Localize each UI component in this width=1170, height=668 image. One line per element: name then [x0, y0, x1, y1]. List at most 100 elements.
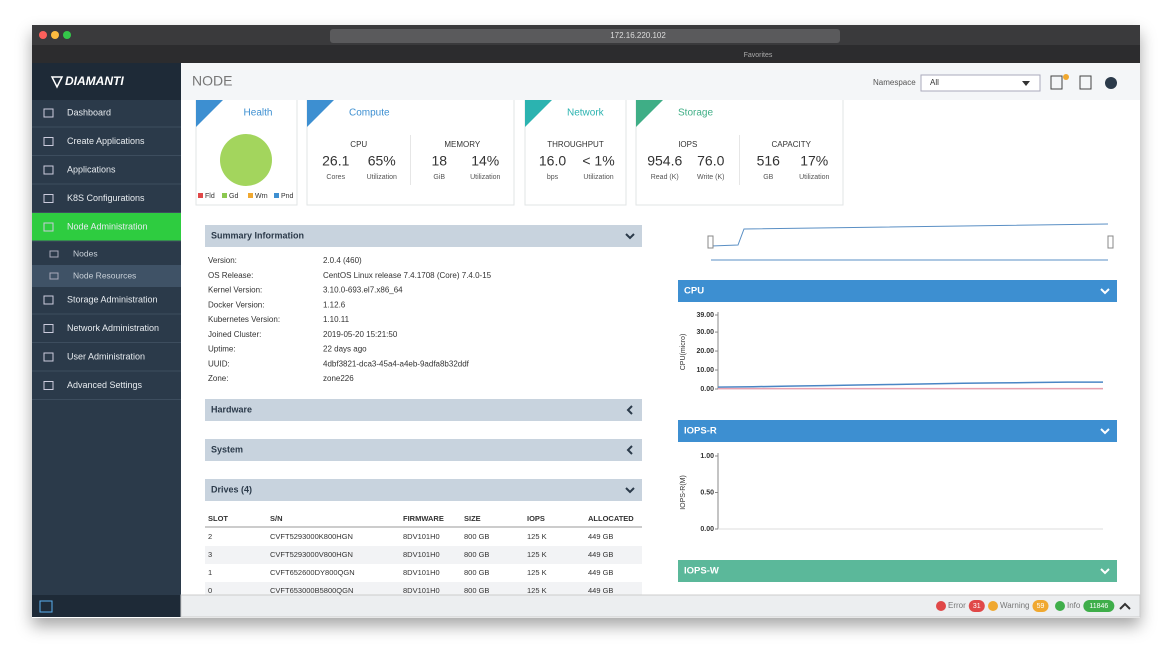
summary-value: 1.12.6: [323, 300, 346, 309]
info-icon[interactable]: [1055, 601, 1065, 611]
menu-icon: [43, 137, 54, 146]
section-bar-title: Hardware: [211, 404, 252, 414]
submenu-item[interactable]: Node Resources: [73, 270, 136, 280]
summary-bar[interactable]: [205, 225, 642, 247]
metric-caption: Utilization: [583, 174, 613, 181]
submenu-icon: [49, 272, 59, 280]
status-bar: [180, 594, 1141, 618]
metric-value: 14%: [471, 153, 499, 169]
menu-item[interactable]: Network Administration: [67, 323, 159, 333]
metric-caption: Read (K): [651, 174, 679, 181]
info-count: 11846: [1089, 603, 1108, 610]
legend-label: Gd: [229, 193, 238, 200]
menu-item[interactable]: Dashboard: [67, 107, 111, 117]
column-header: SLOT: [208, 514, 228, 523]
menu-item[interactable]: Storage Administration: [67, 294, 158, 304]
badge: [1063, 74, 1069, 80]
drives-bar[interactable]: [205, 479, 642, 501]
metric-value: 17%: [800, 153, 828, 169]
calendar-icon[interactable]: [39, 600, 53, 613]
table-cell: 125 K: [527, 532, 547, 541]
summary-value: 3.10.0-693.el7.x86_64: [323, 286, 403, 295]
summary-key: UUID:: [208, 359, 230, 368]
panel-bar[interactable]: [678, 280, 1117, 302]
metric-value: 18: [431, 153, 447, 169]
metric-value: 65%: [368, 153, 396, 169]
panel-title: CPU: [684, 286, 704, 297]
section-bar[interactable]: [205, 399, 642, 421]
y-tick-label: 20.00: [696, 348, 714, 355]
address-bar[interactable]: [330, 29, 840, 43]
submenu-item[interactable]: Nodes: [73, 248, 98, 258]
select-arrow: [1022, 81, 1030, 86]
clipboard-icon[interactable]: [1050, 75, 1063, 90]
slider-handle[interactable]: [1107, 235, 1114, 249]
menu-item[interactable]: Advanced Settings: [67, 380, 143, 390]
y-axis-label: IOPS-R(M): [680, 475, 687, 510]
minimize[interactable]: [51, 31, 59, 39]
legend-label: Fld: [205, 193, 215, 200]
namespace-label: Namespace: [873, 78, 916, 87]
menu-active: [32, 213, 181, 241]
table-cell: 449 GB: [588, 568, 613, 577]
menu-item[interactable]: User Administration: [67, 351, 145, 361]
metric-caption: bps: [547, 174, 559, 181]
table-cell: CVFT652600DY800QGN: [270, 568, 355, 577]
metric-value: < 1%: [582, 153, 614, 169]
table-cell: 8DV101H0: [403, 586, 440, 595]
slider-handle[interactable]: [707, 235, 714, 249]
card-tab: [525, 100, 552, 127]
namespace-select[interactable]: [920, 74, 1041, 92]
menu-item[interactable]: K8S Configurations: [67, 193, 145, 203]
metric-value: 76.0: [697, 153, 724, 169]
summary-bar-title: Summary Information: [211, 230, 304, 240]
page-title: NODE: [192, 73, 232, 89]
row-stripe: [205, 582, 642, 595]
warning-icon[interactable]: [988, 601, 998, 611]
table-cell: 449 GB: [588, 532, 613, 541]
menu-item[interactable]: Node Administration: [67, 221, 148, 231]
card-tab: [307, 100, 334, 127]
table-cell: 125 K: [527, 550, 547, 559]
section-bar[interactable]: [205, 439, 642, 461]
chevron: [1100, 568, 1110, 575]
panel-bar[interactable]: [678, 420, 1117, 442]
error-icon[interactable]: [936, 601, 946, 611]
expand-arrow[interactable]: [1119, 602, 1131, 610]
namespace-value: All: [930, 78, 939, 87]
summary-value: zone226: [323, 374, 354, 383]
drives-bar-title: Drives (4): [211, 484, 252, 494]
warning-badge: [1032, 600, 1049, 612]
sidebar-footer: [32, 595, 181, 617]
panel-title: IOPS-W: [684, 566, 719, 577]
menu-item[interactable]: Applications: [67, 164, 116, 174]
legend-swatch: [222, 193, 227, 198]
help-icon[interactable]: [1079, 75, 1092, 90]
table-cell: CVFT653000B5800QGN: [270, 586, 353, 595]
table-cell: 3: [208, 550, 212, 559]
user-icon[interactable]: [1105, 77, 1117, 89]
menu-item[interactable]: Create Applications: [67, 136, 145, 146]
column-header: SIZE: [464, 514, 481, 523]
zoom[interactable]: [63, 31, 71, 39]
summary-key: Version:: [208, 256, 237, 265]
brand-bar: [32, 63, 181, 100]
panel-bar[interactable]: [678, 560, 1117, 582]
close[interactable]: [39, 31, 47, 39]
table-cell: CVFT5293000K800HGN: [270, 532, 353, 541]
group-label: CAPACITY: [772, 140, 812, 149]
legend-swatch: [248, 193, 253, 198]
table-cell: 800 GB: [464, 586, 489, 595]
menu-icon: [43, 352, 54, 362]
y-tick-label: 0.00: [700, 386, 714, 393]
table-cell: 8DV101H0: [403, 568, 440, 577]
menu-icon: [43, 165, 54, 175]
summary-key: Uptime:: [208, 345, 236, 354]
legend-label: Pnd: [281, 193, 294, 200]
chevron: [625, 233, 635, 240]
table-cell: 800 GB: [464, 532, 489, 541]
column-header: S/N: [270, 514, 283, 523]
y-tick-label: 0.50: [700, 489, 714, 496]
legend-swatch: [274, 193, 279, 198]
